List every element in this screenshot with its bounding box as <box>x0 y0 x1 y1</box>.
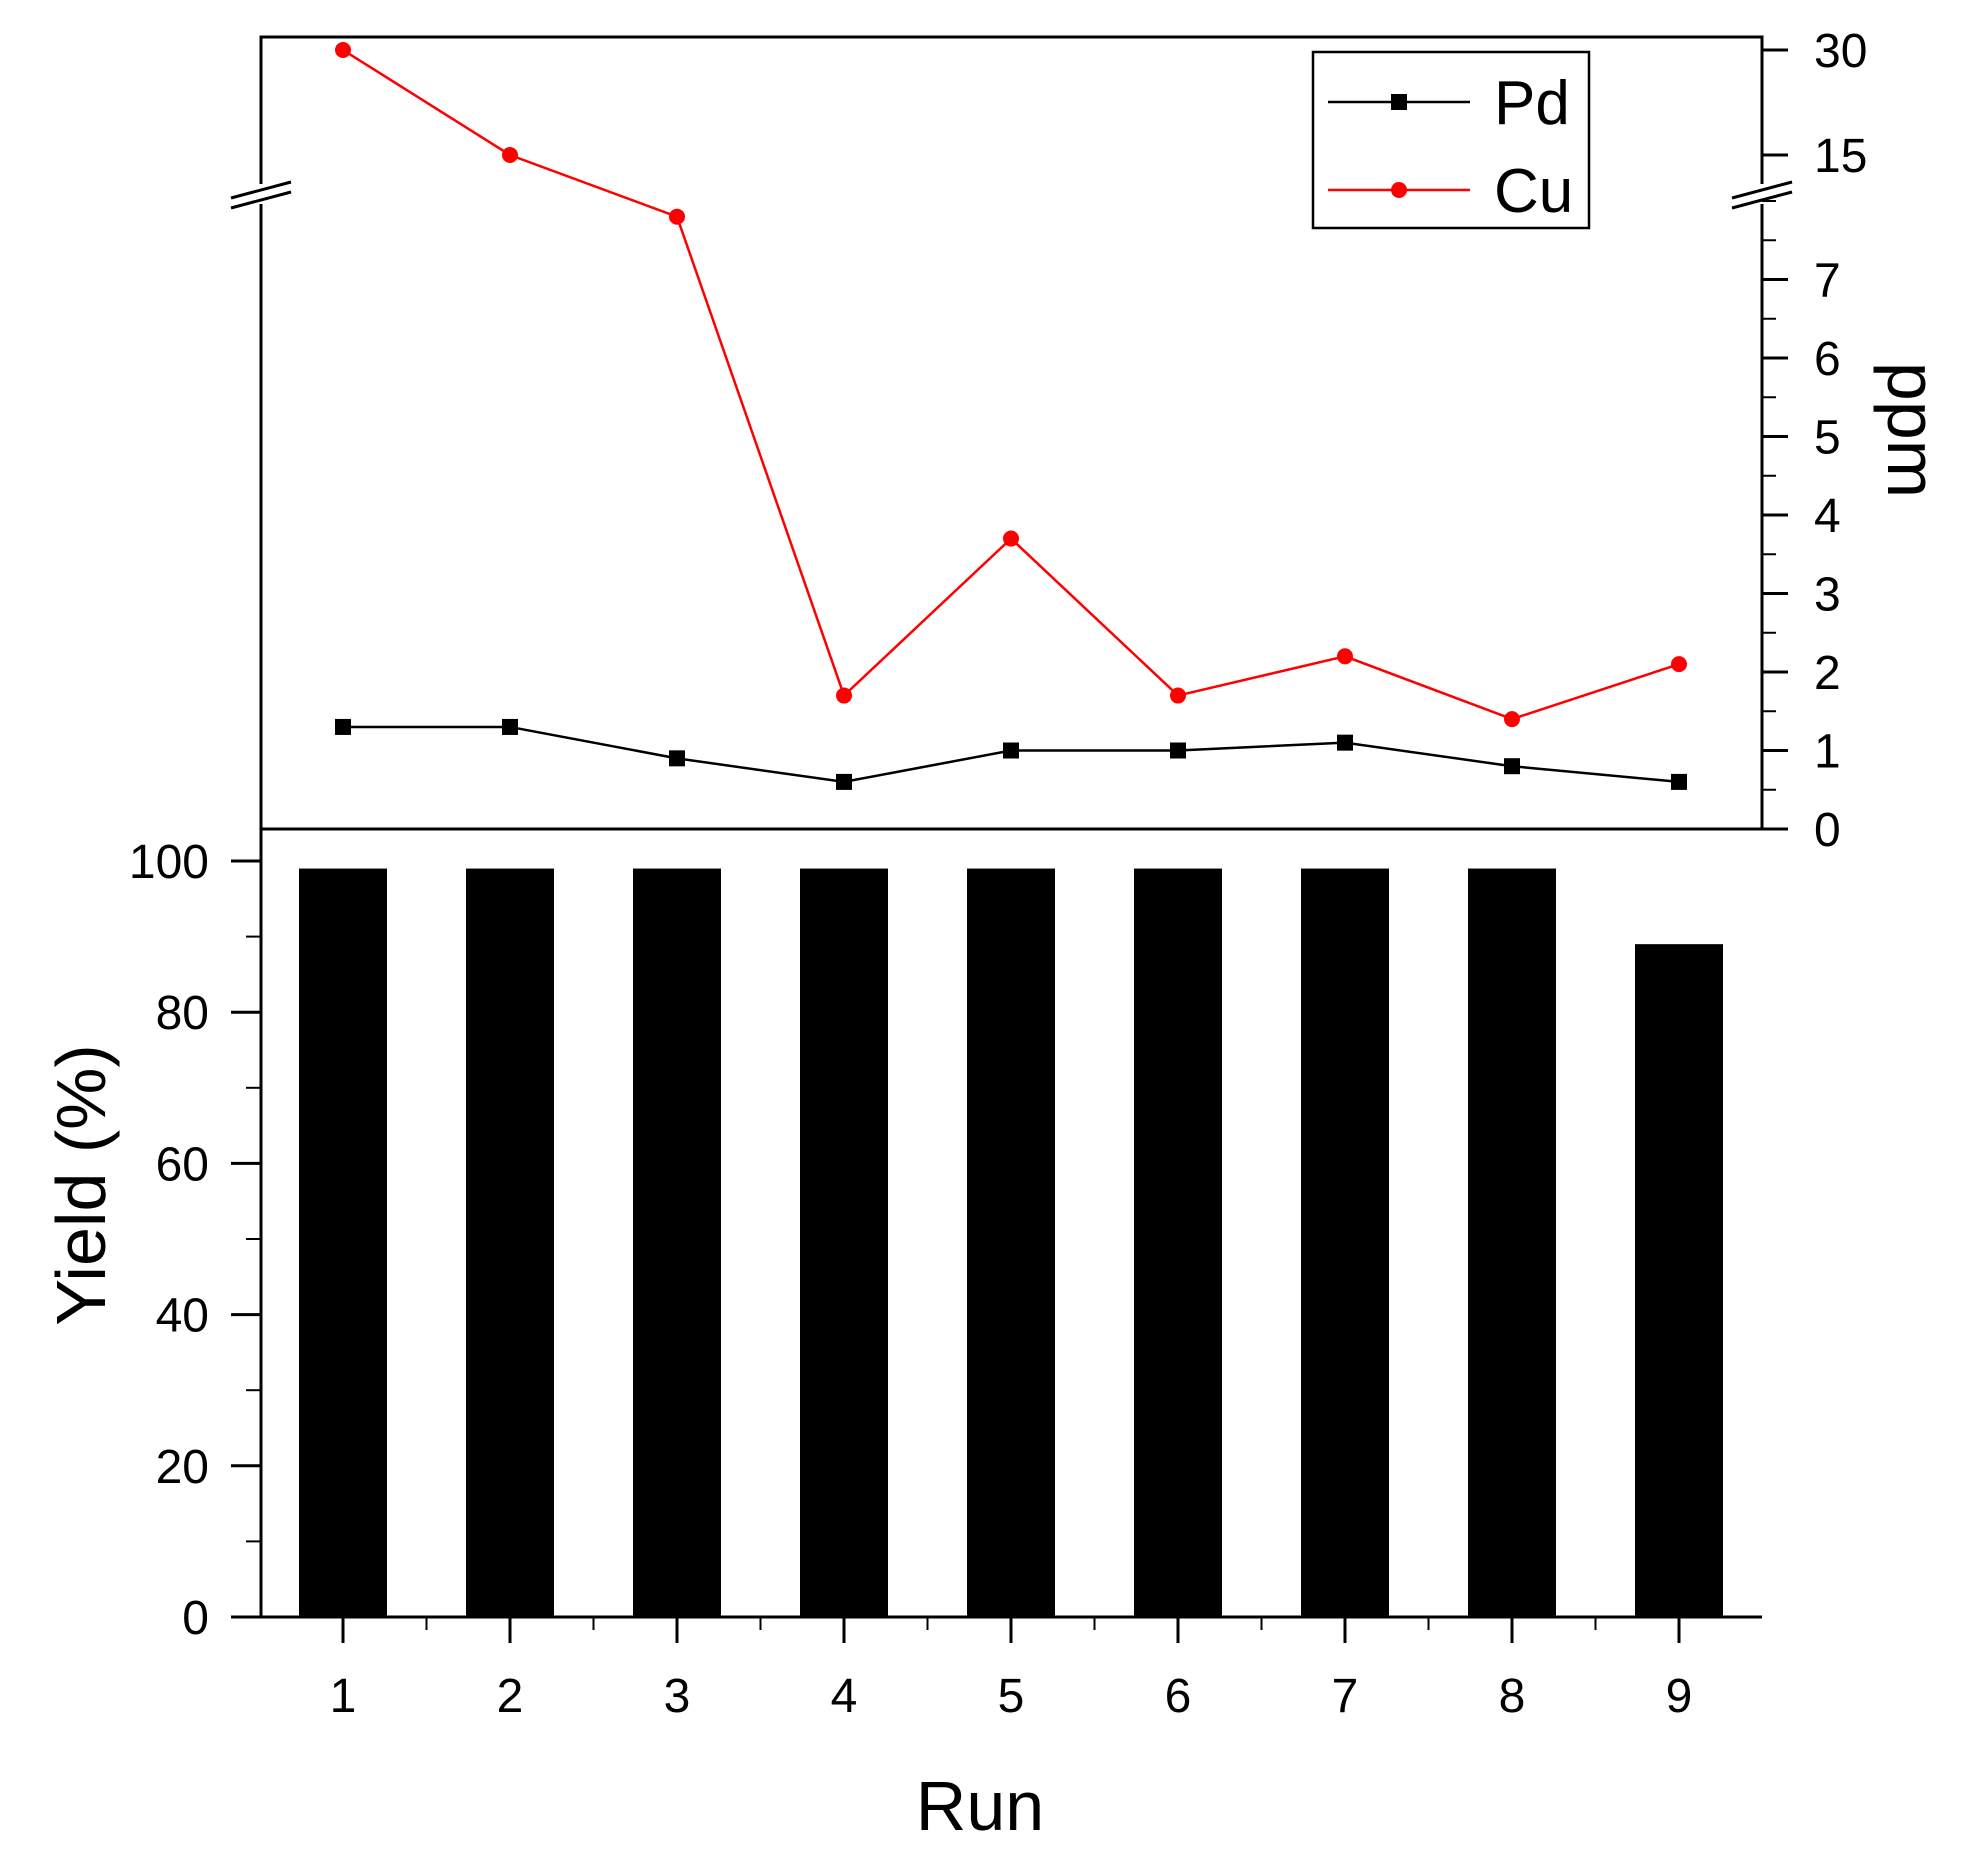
top-panel-frame <box>259 35 1764 831</box>
x-tick-label: 9 <box>1666 1670 1693 1723</box>
ppm-tick-label: 4 <box>1814 490 1841 543</box>
yield-tick-label: 20 <box>156 1441 209 1494</box>
yield-bar <box>299 868 387 1617</box>
yield-bar <box>1635 944 1723 1617</box>
left-break-slash <box>230 190 292 210</box>
cu-point <box>1504 711 1520 728</box>
left-axis-break-mark <box>230 180 292 210</box>
plot-layer: 0 1 2 3 4 5 6 7 15 30 0 20 40 60 80 100 1 2 3 4 5 6 7 8 9 Pd Cu <box>129 25 1867 1723</box>
yield-bar <box>466 868 554 1617</box>
cu-point <box>1671 656 1687 673</box>
pd-point <box>1170 742 1186 759</box>
x-tick-label: 6 <box>1165 1670 1192 1723</box>
cu-point <box>669 208 685 225</box>
ppm-tick-label: 7 <box>1814 255 1841 308</box>
cu-point <box>1337 648 1353 665</box>
pd-legend-label: Pd <box>1494 69 1570 138</box>
x-tick-label: 5 <box>998 1670 1025 1723</box>
pd-point <box>335 718 351 735</box>
ppm-tick-label: 0 <box>1814 804 1841 857</box>
cu-point <box>1003 530 1019 547</box>
yield-tick-label: 100 <box>129 836 209 889</box>
yield-bar <box>800 868 888 1617</box>
yield-bar <box>1301 868 1389 1617</box>
x-tick-label: 1 <box>330 1670 357 1723</box>
ppm-tick-label: 5 <box>1814 412 1841 465</box>
cu-point <box>1170 687 1186 704</box>
pd-point <box>1504 758 1520 775</box>
pd-point <box>502 718 518 735</box>
x-axis-title: Run <box>916 1767 1044 1845</box>
ppm-tick-label: 2 <box>1814 647 1841 700</box>
yield-tick-label: 40 <box>156 1290 209 1343</box>
yield-bar <box>633 868 721 1617</box>
cu-legend-marker <box>1391 182 1407 198</box>
pd-point <box>1337 734 1353 751</box>
ppm-tick-label: 15 <box>1814 130 1867 183</box>
x-tick-label: 4 <box>831 1670 858 1723</box>
pd-legend-marker <box>1391 94 1407 110</box>
left-y-axis-title: Yield (%) <box>42 1044 120 1325</box>
ppm-tick-label: 6 <box>1814 333 1841 386</box>
ppm-tick-label: 3 <box>1814 569 1841 622</box>
legend-box <box>1311 50 1591 230</box>
ppm-tick-label: 1 <box>1814 726 1841 779</box>
yield-bar <box>967 868 1055 1617</box>
pd-point <box>1671 773 1687 790</box>
yield-bar <box>1134 868 1222 1617</box>
legend: Pd Cu <box>1311 50 1591 230</box>
left-break-slash <box>230 180 292 200</box>
yield-bar <box>1468 868 1556 1617</box>
yield-tick-label: 0 <box>182 1592 209 1645</box>
cu-point <box>502 147 518 163</box>
x-tick-label: 7 <box>1332 1670 1359 1723</box>
x-tick-label: 2 <box>497 1670 524 1723</box>
pd-point <box>1003 742 1019 759</box>
yield-tick-label: 80 <box>156 987 209 1040</box>
ppm-tick-label: 30 <box>1814 25 1867 78</box>
right-y-axis-title: ppm <box>1873 362 1951 498</box>
pd-point <box>836 773 852 790</box>
left-break-gap <box>231 184 291 204</box>
cu-point <box>836 687 852 704</box>
yield-tick-label: 60 <box>156 1138 209 1191</box>
cu-legend-label: Cu <box>1494 157 1573 226</box>
right-break-gap <box>1732 184 1792 204</box>
right-break-slash <box>1731 180 1793 200</box>
pd-point <box>669 750 685 767</box>
x-tick-label: 3 <box>664 1670 691 1723</box>
x-tick-label: 8 <box>1499 1670 1526 1723</box>
cu-point <box>335 42 351 58</box>
